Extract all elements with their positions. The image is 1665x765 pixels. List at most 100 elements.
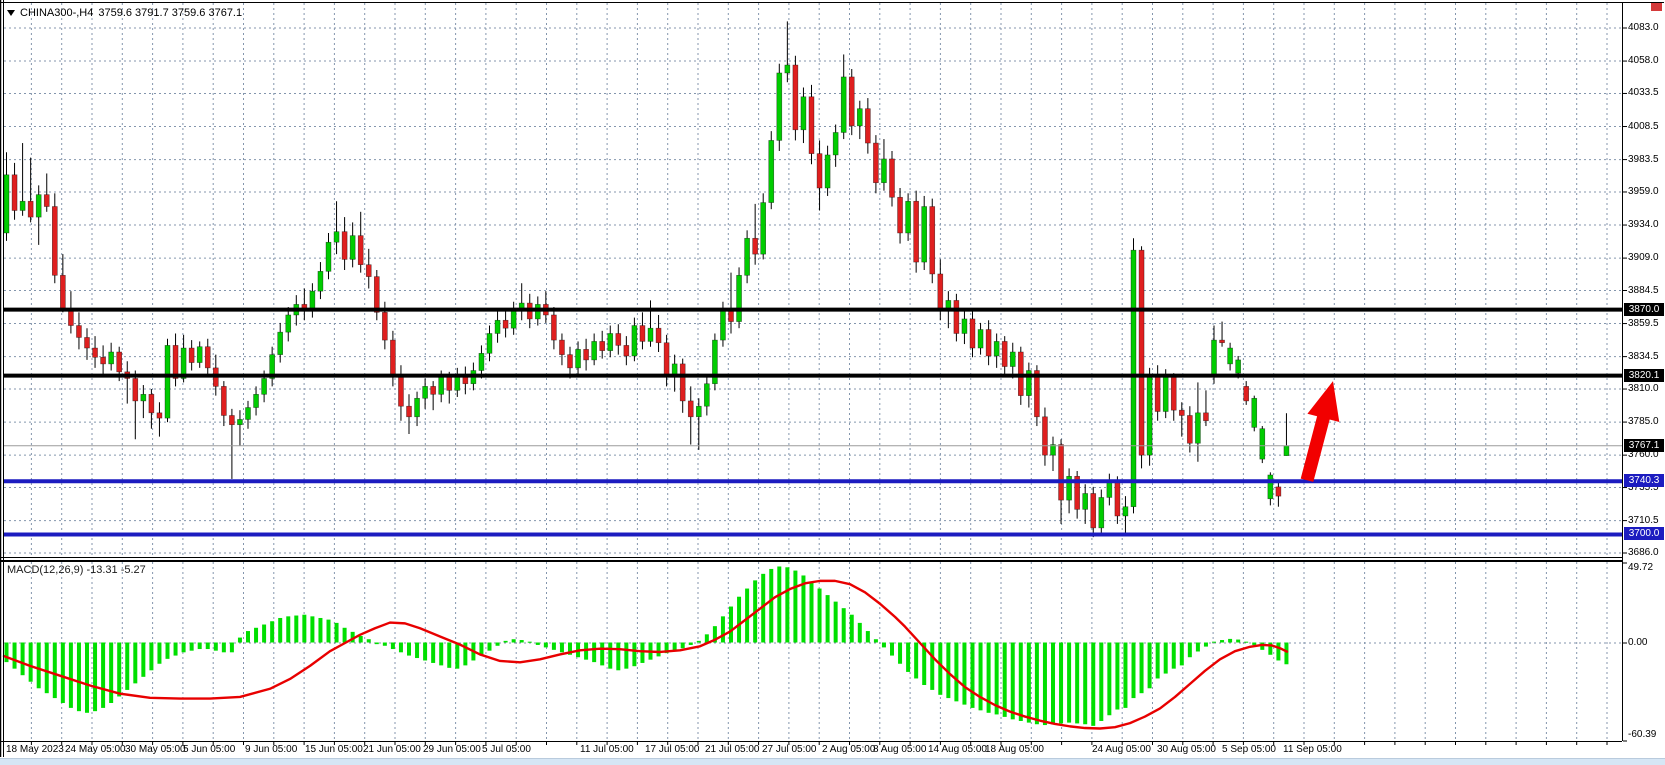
bear-candle (398, 374, 404, 407)
bull-candle (1283, 445, 1290, 456)
symbol-dropdown-icon[interactable] (7, 10, 15, 16)
bull-candle (905, 200, 911, 234)
bear-candle (132, 378, 139, 402)
bear-candle (752, 237, 758, 255)
macd-histogram-bar (334, 622, 339, 643)
macd-histogram-bar (1268, 642, 1273, 655)
bear-candle (1042, 416, 1048, 456)
date-tick-label: 24 May 05:00 (65, 744, 126, 755)
bear-candle (221, 386, 227, 416)
bull-candle (840, 76, 847, 133)
macd-histogram-bar (487, 642, 492, 651)
macd-histogram-bar (431, 642, 436, 663)
macd-histogram-bar (1010, 642, 1015, 720)
macd-histogram-bar (568, 642, 572, 655)
macd-histogram-bar (28, 642, 33, 682)
bull-candle (824, 154, 831, 189)
macd-histogram-bar (535, 642, 540, 645)
macd-histogram-bar (1187, 642, 1192, 658)
bull-candle (277, 331, 284, 355)
bull-candle (720, 309, 726, 341)
date-tick-label: 30 Aug 05:00 (1157, 744, 1216, 755)
macd-histogram-bar (93, 642, 98, 712)
bear-candle (357, 235, 364, 266)
bull-candle (1066, 475, 1072, 501)
bull-candle (977, 329, 984, 349)
macd-histogram-bar (559, 642, 564, 653)
bear-candle (84, 337, 90, 349)
bear-candle (792, 64, 799, 131)
macd-histogram-bar (1220, 640, 1225, 643)
macd-indicator-label: MACD(12,26,9) -13.31 -5.27 (7, 564, 146, 576)
macd-histogram-bar (970, 642, 975, 708)
macd-histogram-bar (302, 614, 307, 643)
bear-candle (156, 412, 163, 419)
bull-candle (704, 383, 710, 407)
bull-candle (510, 310, 517, 329)
macd-histogram-bar (793, 570, 798, 643)
bull-candle (832, 132, 839, 156)
macd-histogram-bar (527, 641, 532, 643)
up-arrow-annotation[interactable] (1300, 381, 1340, 482)
date-tick-label: 15 Jun 05:00 (305, 744, 363, 755)
macd-histogram-bar (809, 582, 814, 643)
bear-candle (687, 400, 694, 418)
macd-histogram-bar (873, 639, 878, 643)
bull-candle (1195, 412, 1201, 444)
macd-histogram-bar (1236, 639, 1241, 643)
macd-histogram-bar (1002, 642, 1007, 717)
macd-histogram-bar (898, 642, 903, 664)
bull-candle (333, 231, 340, 243)
macd-histogram-bar (1131, 642, 1136, 699)
bull-candle (631, 325, 638, 357)
macd-histogram-bar (745, 588, 750, 643)
bear-candle (1219, 339, 1225, 344)
bull-candle (253, 394, 259, 408)
macd-histogram-bar (769, 568, 774, 643)
macd-histogram-bar (1042, 642, 1047, 726)
date-tick-label: 8 Aug 05:00 (873, 744, 927, 755)
bear-candle (937, 273, 944, 310)
price-badge-3700.0: 3700.0 (1624, 527, 1664, 541)
macd-histogram-bar (696, 640, 701, 643)
bull-candle (245, 407, 251, 420)
date-tick-label: 5 Jul 05:00 (482, 744, 531, 755)
bull-candle (647, 327, 654, 342)
bear-candle (1203, 412, 1209, 422)
bear-candle (663, 342, 670, 378)
bear-candle (953, 300, 960, 334)
bear-candle (816, 153, 823, 189)
bull-candle (695, 405, 702, 418)
price-tick-label: 3710.5 (1628, 514, 1659, 526)
bull-candle (180, 347, 187, 379)
macd-histogram-bar (495, 642, 500, 646)
bull-candle (494, 319, 501, 334)
bear-candle (148, 394, 155, 414)
bear-candle (865, 108, 871, 144)
macd-signal-line (2, 579, 1289, 730)
price-tick-label: 3810.0 (1628, 383, 1659, 395)
macd-histogram-bar (640, 642, 645, 663)
macd-histogram-bar (914, 642, 919, 679)
date-tick-label: 11 Sep 05:00 (1283, 744, 1342, 755)
date-tick-label: 18 May 2023 (6, 744, 64, 755)
bear-candle (1034, 370, 1040, 418)
bear-candle (172, 345, 179, 379)
date-tick-label: 21 Jul 05:00 (705, 744, 760, 755)
bear-candle (889, 158, 895, 198)
macd-histogram-bar (1244, 641, 1249, 643)
bull-candle (1098, 497, 1105, 529)
macd-histogram-bar (374, 642, 379, 645)
macd-histogram-bar (801, 575, 806, 643)
price-tick-label: 3859.5 (1628, 317, 1659, 329)
price-tick-label: 4083.0 (1628, 22, 1659, 33)
bear-candle (204, 346, 211, 369)
bull-candle (1050, 444, 1056, 456)
macd-histogram-bar (857, 622, 862, 643)
macd-histogram-bar (1276, 642, 1281, 661)
bull-candle (237, 419, 243, 426)
macd-histogram-bar (213, 642, 218, 651)
bull-candle (1130, 249, 1137, 508)
